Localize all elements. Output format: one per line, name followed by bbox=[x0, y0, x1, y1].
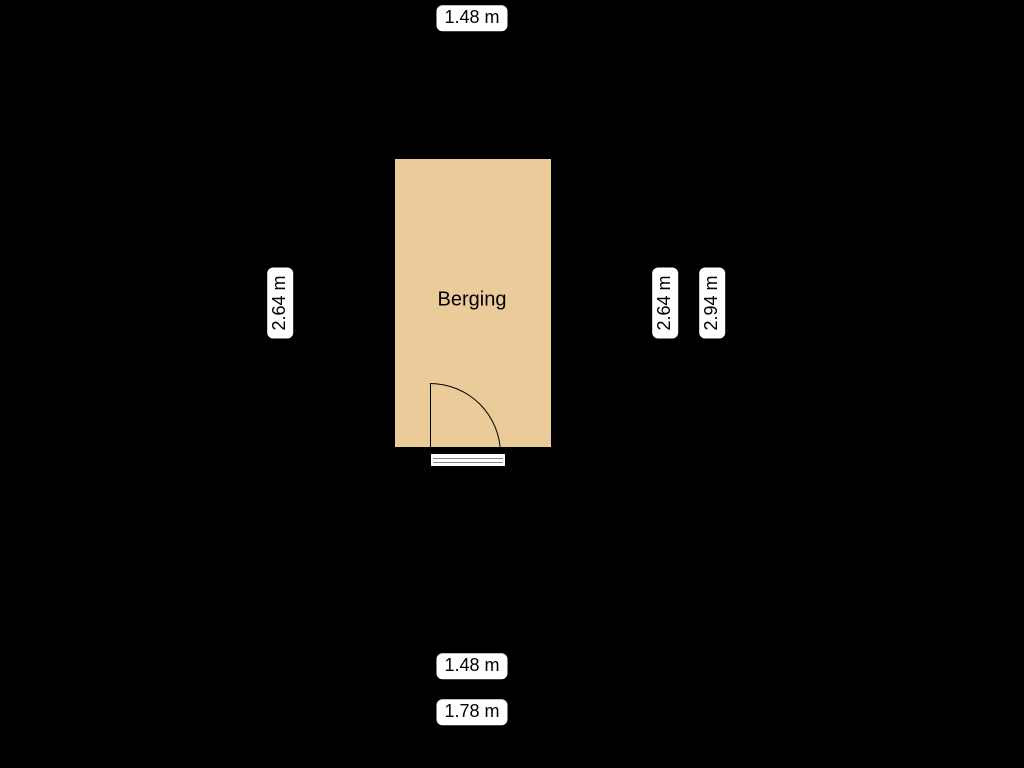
floorplan-canvas: Berging 1.48 m 2.64 m 2.64 m 2.94 m 1.48… bbox=[0, 0, 1024, 768]
door-threshold bbox=[430, 453, 506, 467]
dim-left-inner-height: 2.64 m bbox=[267, 267, 293, 338]
dim-right-outer-height: 2.94 m bbox=[699, 267, 725, 338]
threshold-stripe bbox=[433, 462, 503, 463]
threshold-stripe bbox=[433, 458, 503, 459]
dim-right-inner-height: 2.64 m bbox=[652, 267, 678, 338]
dim-bottom-inner-width: 1.48 m bbox=[436, 653, 507, 679]
door-leaf bbox=[430, 383, 431, 453]
dim-top-inner-width: 1.48 m bbox=[436, 5, 507, 31]
room-label: Berging bbox=[438, 289, 507, 312]
dim-bottom-outer-width: 1.78 m bbox=[436, 699, 507, 725]
